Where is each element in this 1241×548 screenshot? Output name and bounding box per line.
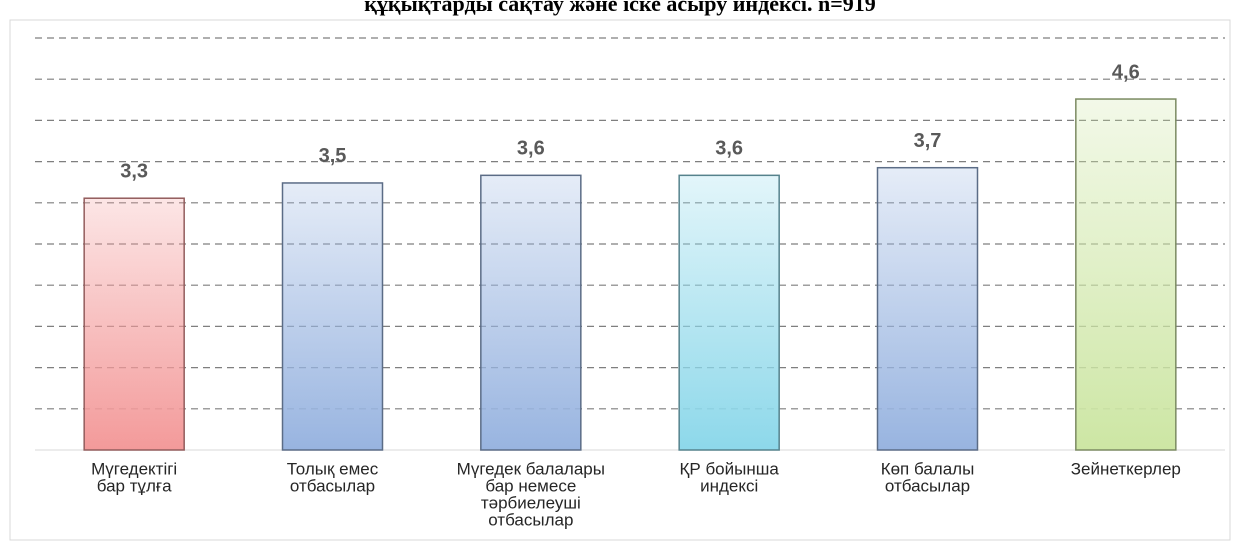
x-tick-label: бар тұлға [97, 476, 172, 495]
x-tick-label: ҚР бойынша [679, 459, 779, 478]
x-tick-label: отбасылар [885, 476, 970, 495]
x-tick-label: Көп балалы [881, 459, 975, 478]
grid [35, 37, 1225, 410]
data-label: 3,5 [319, 145, 347, 167]
data-label: 3,6 [715, 138, 743, 160]
bar [1075, 98, 1177, 451]
x-tick-label: бар немесе [485, 476, 576, 495]
chart-frame [9, 19, 1231, 541]
data-label: 3,6 [517, 138, 545, 160]
x-tick-label: отбасылар [488, 510, 573, 529]
bar [480, 174, 582, 451]
x-tick-label: индексі [700, 476, 758, 495]
bar [281, 182, 384, 451]
data-label: 3,7 [914, 130, 942, 152]
x-tick-label: Толық емес [287, 459, 379, 478]
bar [876, 166, 979, 451]
x-tick-label: тәрбиелеуші [481, 493, 581, 512]
data-label: 4,6 [1112, 61, 1140, 83]
x-tick-label: Мүгедектігі [91, 459, 177, 478]
chart-title: құқықтарды сақтау және іске асыру индекс… [364, 0, 876, 16]
x-tick-label: отбасылар [290, 476, 375, 495]
data-label: 3,3 [120, 161, 148, 183]
x-tick-label: Мүгедек балалары [457, 459, 605, 478]
bar [678, 174, 780, 451]
x-tick-label: Зейнеткерлер [1071, 459, 1181, 478]
bar [83, 197, 185, 451]
